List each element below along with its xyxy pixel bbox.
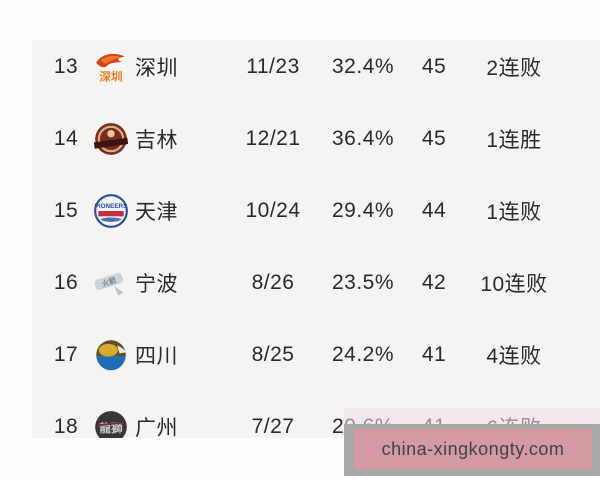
standings-card: 13 深圳 深圳 11/23 32.4% 45 2连败 14 吉林 12/21 … [32,40,600,438]
svg-text:深圳: 深圳 [99,70,122,84]
win-percentage: 32.4% [331,55,395,78]
rank-value: 15 [53,199,79,222]
tianjin-pioneers-logo: PIONEERS [92,175,130,247]
shenzhen-leopards-logo: 深圳 [92,40,130,103]
streak-value: 10连败 [480,273,548,296]
win-loss-record: 11/23 [246,55,300,78]
team-name: 广州 [135,417,178,438]
standings-row[interactable]: 16 火箭 宁波 8/26 23.5% 42 10连败 [32,247,600,319]
points-value: 41 [421,343,447,366]
streak-value: 2连败 [486,57,542,80]
standings-row[interactable]: 14 吉林 12/21 36.4% 45 1连胜 [32,103,600,175]
team-name: 天津 [135,201,178,224]
ningbo-rockets-logo: 火箭 [92,247,130,319]
win-percentage: 36.4% [331,127,395,150]
rank-value: 17 [53,343,79,366]
watermark: china-xingkongty.com [354,429,592,469]
team-name: 深圳 [135,57,178,80]
win-percentage: 29.4% [331,199,395,222]
win-percentage: 24.2% [331,343,395,366]
streak-value: 4连败 [486,345,542,368]
standings-row[interactable]: 13 深圳 深圳 11/23 32.4% 45 2连败 [32,40,600,103]
streak-value: 1连胜 [486,129,542,152]
rank-value: 13 [53,55,79,78]
svg-text:PIONEERS: PIONEERS [95,203,128,210]
standings-row[interactable]: 15 PIONEERS 天津 10/24 29.4% 44 1连败 [32,175,600,247]
standings-row[interactable]: 17 四川 8/25 24.2% 41 4连败 [32,319,600,391]
streak-value: 1连败 [486,201,542,224]
team-name: 吉林 [135,129,178,152]
points-value: 45 [421,55,447,78]
win-loss-record: 12/21 [245,127,301,150]
standings-list: 13 深圳 深圳 11/23 32.4% 45 2连败 14 吉林 12/21 … [32,40,600,438]
rank-value: 14 [53,127,79,150]
win-loss-record: 8/26 [251,271,295,294]
win-percentage: 23.5% [331,271,395,294]
win-loss-record: 8/25 [251,343,295,366]
watermark-text: china-xingkongty.com [381,438,565,459]
team-name: 四川 [135,345,178,368]
points-value: 42 [421,271,447,294]
points-value: 45 [421,127,447,150]
guangzhou-loong-lions-logo: 龍獅 [92,391,130,438]
rank-value: 16 [53,271,79,294]
win-loss-record: 10/24 [245,199,301,222]
team-name: 宁波 [135,273,178,296]
svg-text:火箭: 火箭 [101,275,118,288]
jilin-tigers-logo [92,103,130,175]
win-loss-record: 7/27 [251,415,295,438]
rank-value: 18 [53,415,79,438]
points-value: 44 [421,199,447,222]
sichuan-blue-whales-logo [92,319,130,391]
